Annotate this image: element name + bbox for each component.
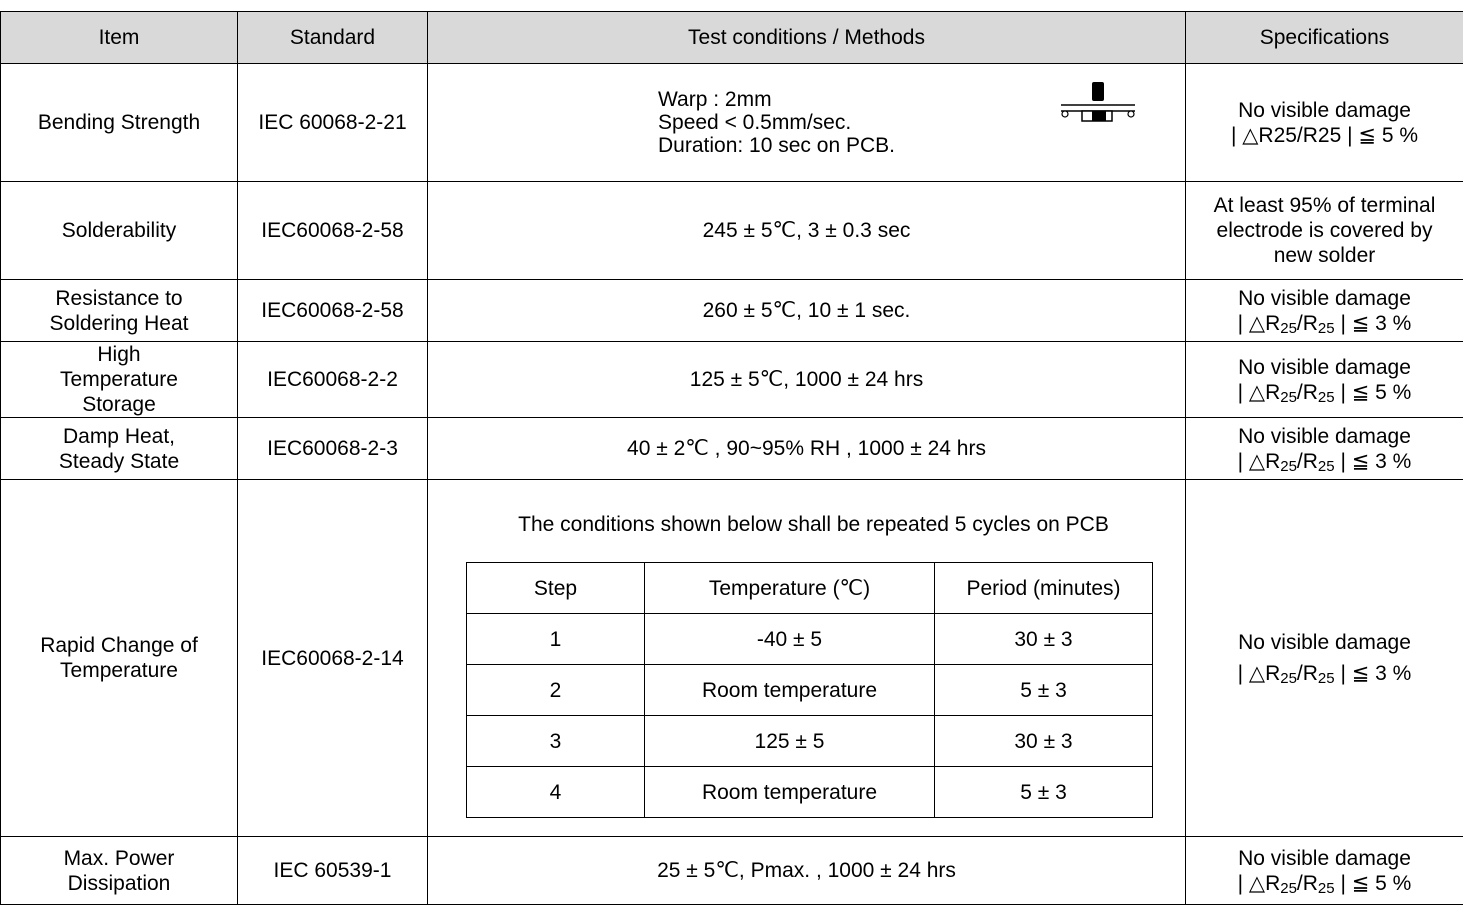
conditions-cell: 245 ± 5℃, 3 ± 0.3 sec	[427, 181, 1186, 280]
cycle-header-row: Step Temperature (℃) Period (minutes)	[466, 562, 1153, 614]
spec-line: No visible damage	[1238, 355, 1411, 379]
spec-line: electrode is covered by	[1216, 219, 1433, 242]
conditions-cell: 40 ± 2℃ , 90~95% RH , 1000 ± 24 hrs	[427, 417, 1186, 480]
spec-formula: | △R25/R25 | ≦ 3 %	[1237, 662, 1412, 687]
item-line: Temperature	[60, 368, 178, 391]
standard-cell: IEC 60539-1	[237, 836, 428, 905]
spec-cell: No visible damage | △R25/R25 | ≦ 5 %	[1185, 836, 1463, 905]
spec-line: No visible damage	[1238, 631, 1411, 654]
bending-conditions: Warp : 2mm Speed < 0.5mm/sec. Duration: …	[658, 88, 895, 157]
spec-line: At least 95% of terminal	[1213, 194, 1436, 217]
spec-line: No visible damage	[1238, 424, 1411, 448]
cycle-period: 5 ± 3	[934, 766, 1153, 818]
spec-cell: No visible damage | △R25/R25 | ≦ 3 %	[1185, 417, 1463, 480]
item-line: Max. Power	[63, 846, 175, 870]
table-row: Max. Power Dissipation IEC 60539-1 25 ± …	[0, 836, 1463, 905]
header-conditions: Test conditions / Methods	[427, 11, 1186, 64]
cycle-header-step: Step	[466, 562, 645, 614]
table-row: Resistance to Soldering Heat IEC60068-2-…	[0, 279, 1463, 342]
cycle-header-temperature: Temperature (℃)	[644, 562, 935, 614]
item-line: High	[97, 343, 141, 366]
cycle-step: 3	[466, 715, 645, 767]
cycle-note: The conditions shown below shall be repe…	[518, 513, 1109, 536]
test-spec-table: Item Standard Test conditions / Methods …	[0, 11, 1463, 905]
spec-line: new solder	[1273, 244, 1376, 267]
cycle-row: 1 -40 ± 5 30 ± 3	[466, 613, 1153, 665]
item-line: Dissipation	[67, 871, 171, 895]
table-row: High Temperature Storage IEC60068-2-2 12…	[0, 341, 1463, 418]
spec-line: No visible damage	[1238, 846, 1411, 870]
item-line: Steady State	[58, 449, 180, 473]
spec-cell: No visible damage | △R25/R25 | ≦ 5 %	[1185, 63, 1463, 182]
conditions-cell: The conditions shown below shall be repe…	[427, 479, 1186, 837]
item-cell: Damp Heat, Steady State	[0, 417, 238, 480]
cycle-row: 3 125 ± 5 30 ± 3	[466, 715, 1153, 767]
condition-line: Speed < 0.5mm/sec.	[658, 110, 852, 134]
item-cell: Resistance to Soldering Heat	[0, 279, 238, 342]
table-row: Solderability IEC60068-2-58 245 ± 5℃, 3 …	[0, 181, 1463, 280]
condition-line: Duration: 10 sec on PCB.	[658, 133, 895, 157]
condition-line: Warp : 2mm	[658, 87, 772, 111]
cycle-step: 4	[466, 766, 645, 818]
spec-formula: | △R25/R25 | ≦ 3 %	[1237, 449, 1412, 475]
spec-formula: | △R25/R25 | ≦ 3 %	[1237, 311, 1412, 337]
standard-cell: IEC60068-2-3	[237, 417, 428, 480]
cycle-period: 5 ± 3	[934, 664, 1153, 716]
item-cell: Max. Power Dissipation	[0, 836, 238, 905]
cycle-step: 2	[466, 664, 645, 716]
standard-cell: IEC60068-2-14	[237, 479, 428, 837]
spec-formula: | △R25/R25 | ≦ 5 %	[1237, 871, 1412, 897]
cycle-period: 30 ± 3	[934, 613, 1153, 665]
conditions-cell: Warp : 2mm Speed < 0.5mm/sec. Duration: …	[427, 63, 1186, 182]
item-line: Soldering Heat	[49, 311, 189, 335]
cycle-temperature: -40 ± 5	[644, 613, 935, 665]
item-line: Damp Heat,	[62, 424, 176, 448]
table-row: Bending Strength IEC 60068-2-21 Warp : 2…	[0, 63, 1463, 182]
spec-line: No visible damage	[1238, 98, 1411, 122]
standard-cell: IEC60068-2-2	[237, 341, 428, 418]
item-line: Storage	[82, 393, 156, 416]
cycle-temperature: Room temperature	[644, 766, 935, 818]
cycle-step: 1	[466, 613, 645, 665]
conditions-cell: 260 ± 5℃, 10 ± 1 sec.	[427, 279, 1186, 342]
spec-line: No visible damage	[1238, 286, 1411, 310]
standard-cell: IEC60068-2-58	[237, 181, 428, 280]
item-cell: High Temperature Storage	[0, 341, 238, 418]
cycle-temperature: Room temperature	[644, 664, 935, 716]
item-cell: Solderability	[0, 181, 238, 280]
spec-cell: At least 95% of terminal electrode is co…	[1185, 181, 1463, 280]
header-standard: Standard	[237, 11, 428, 64]
item-line: Rapid Change of	[40, 634, 198, 657]
cycle-table: Step Temperature (℃) Period (minutes) 1 …	[466, 562, 1153, 818]
cycle-header-period: Period (minutes)	[934, 562, 1153, 614]
standard-cell: IEC 60068-2-21	[237, 63, 428, 182]
conditions-cell: 125 ± 5℃, 1000 ± 24 hrs	[427, 341, 1186, 418]
table-row: Damp Heat, Steady State IEC60068-2-3 40 …	[0, 417, 1463, 480]
standard-cell: IEC60068-2-58	[237, 279, 428, 342]
spec-cell: No visible damage | △R25/R25 | ≦ 5 %	[1185, 341, 1463, 418]
header-row: Item Standard Test conditions / Methods …	[0, 11, 1463, 64]
table-row: Rapid Change of Temperature IEC60068-2-1…	[0, 479, 1463, 837]
pcb-bending-press-icon	[1061, 82, 1135, 122]
item-line: Resistance to	[55, 286, 183, 310]
spec-cell: No visible damage | △R25/R25 | ≦ 3 %	[1185, 279, 1463, 342]
cycle-row: 2 Room temperature 5 ± 3	[466, 664, 1153, 716]
header-item: Item	[0, 11, 238, 64]
conditions-cell: 25 ± 5℃, Pmax. , 1000 ± 24 hrs	[427, 836, 1186, 905]
spec-formula: | △R25/R25 | ≦ 5 %	[1237, 380, 1412, 406]
header-specifications: Specifications	[1185, 11, 1463, 64]
spec-line: | △R25/R25 | ≦ 5 %	[1230, 123, 1419, 147]
cycle-row: 4 Room temperature 5 ± 3	[466, 766, 1153, 818]
item-cell: Rapid Change of Temperature	[0, 479, 238, 837]
item-line: Temperature	[60, 659, 178, 682]
cycle-period: 30 ± 3	[934, 715, 1153, 767]
cycle-temperature: 125 ± 5	[644, 715, 935, 767]
spec-cell: No visible damage | △R25/R25 | ≦ 3 %	[1185, 479, 1463, 837]
item-cell: Bending Strength	[0, 63, 238, 182]
